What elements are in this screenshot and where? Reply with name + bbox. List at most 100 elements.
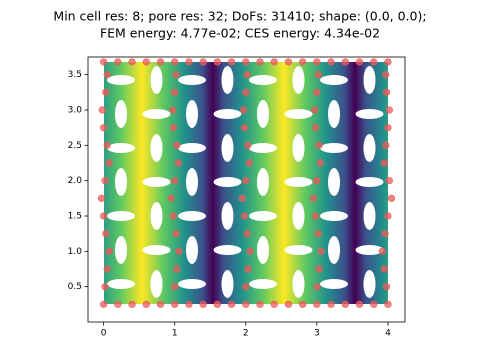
- x-tick-label: 3: [314, 329, 320, 339]
- node-point: [213, 58, 221, 66]
- node-point: [242, 177, 250, 185]
- pore: [178, 279, 206, 289]
- node-point: [171, 177, 179, 185]
- pore: [249, 279, 277, 289]
- pore: [107, 211, 135, 221]
- node-point: [311, 124, 320, 132]
- y-tick-label: 3.0: [68, 106, 83, 116]
- node-point: [168, 106, 177, 114]
- node-point: [242, 283, 250, 291]
- x-tick-label: 2: [243, 329, 249, 339]
- pore: [221, 66, 234, 94]
- node-point: [370, 300, 378, 308]
- node-point: [270, 300, 278, 308]
- pore: [115, 168, 127, 196]
- node-point: [311, 212, 320, 220]
- pore: [257, 100, 269, 128]
- pore: [363, 270, 376, 298]
- node-point: [313, 300, 321, 308]
- node-point: [128, 300, 136, 308]
- node-point: [256, 58, 264, 66]
- node-point: [244, 141, 252, 149]
- pore: [292, 270, 305, 298]
- node-point: [314, 71, 322, 79]
- node-point: [355, 300, 364, 308]
- pore: [320, 143, 348, 153]
- pore: [213, 109, 242, 119]
- node-point: [173, 265, 181, 273]
- node-point: [299, 58, 307, 66]
- pore: [178, 143, 206, 153]
- node-point: [114, 58, 122, 66]
- x-tick-label: 0: [101, 329, 107, 339]
- pore: [150, 134, 163, 162]
- node-point: [382, 141, 390, 149]
- node-point: [370, 58, 378, 66]
- y-tick-label: 2.5: [68, 141, 82, 151]
- node-point: [242, 300, 250, 308]
- y-tick-label: 0.5: [68, 282, 82, 292]
- node-point: [103, 265, 111, 273]
- pore: [178, 75, 206, 85]
- node-point: [98, 106, 106, 114]
- node-point: [327, 300, 335, 308]
- node-point: [172, 230, 180, 238]
- pore: [186, 100, 198, 128]
- marks: [97, 58, 396, 308]
- node-point: [382, 71, 390, 79]
- node-point: [240, 124, 248, 132]
- pore: [221, 202, 234, 230]
- node-point: [387, 194, 396, 202]
- node-point: [185, 300, 193, 308]
- node-point: [245, 159, 253, 167]
- pore: [363, 134, 376, 162]
- pore: [284, 245, 313, 255]
- pore: [292, 66, 305, 94]
- node-point: [284, 58, 293, 66]
- pore: [320, 75, 348, 85]
- node-point: [309, 194, 317, 202]
- node-point: [382, 283, 391, 291]
- axes-frame: [87, 56, 406, 323]
- y-tick-label: 2.0: [68, 176, 83, 186]
- pore: [107, 75, 135, 85]
- node-point: [381, 230, 389, 238]
- node-point: [169, 212, 177, 220]
- node-point: [101, 177, 109, 185]
- y-tick-label: 1.0: [68, 247, 83, 257]
- pore: [115, 100, 127, 128]
- pore: [150, 202, 163, 230]
- node-point: [213, 300, 221, 308]
- node-point: [299, 300, 307, 308]
- node-point: [311, 106, 319, 114]
- node-point: [384, 300, 392, 308]
- node-point: [313, 88, 321, 96]
- node-point: [97, 194, 106, 202]
- node-point: [242, 88, 250, 96]
- node-point: [105, 159, 113, 167]
- node-point: [380, 265, 388, 273]
- pore: [142, 177, 171, 187]
- pore: [257, 236, 269, 264]
- node-point: [355, 58, 364, 66]
- pore: [363, 66, 376, 94]
- pore: [355, 177, 384, 187]
- node-point: [100, 212, 108, 220]
- node-point: [270, 58, 278, 66]
- pore: [150, 270, 163, 298]
- pore: [355, 245, 384, 255]
- node-point: [142, 300, 150, 308]
- node-point: [167, 194, 175, 202]
- pore: [150, 66, 163, 94]
- pore: [249, 211, 277, 221]
- node-point: [385, 177, 393, 185]
- node-point: [156, 58, 165, 66]
- node-point: [102, 88, 110, 96]
- node-point: [240, 212, 248, 220]
- node-point: [101, 283, 109, 291]
- pore: [213, 245, 242, 255]
- node-point: [105, 247, 113, 255]
- node-point: [128, 58, 136, 66]
- pore: [363, 202, 376, 230]
